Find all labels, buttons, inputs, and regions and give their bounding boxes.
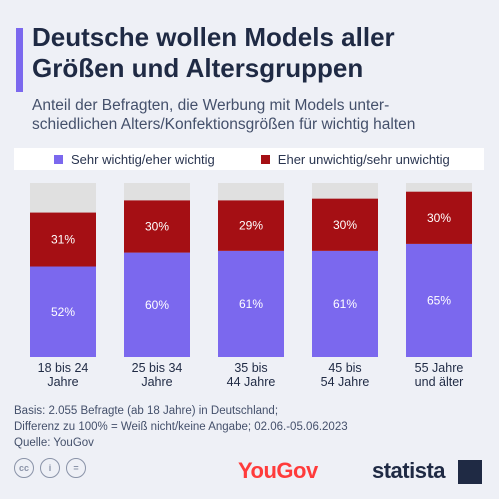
legend-item-unimportant: Eher unwichtig/sehr unwichtig xyxy=(260,151,450,167)
data-label-important-1: 60% xyxy=(145,298,169,312)
category-label-2-line-0: 35 bis xyxy=(234,361,267,375)
bar-unimportant-1 xyxy=(124,200,190,253)
data-label-unimportant-4: 30% xyxy=(427,211,451,225)
cc-icon: cc xyxy=(14,458,34,478)
source-note-basis: Basis: 2.055 Befragte (ab 18 Jahre) in D… xyxy=(14,405,279,417)
data-label-unimportant-1: 30% xyxy=(145,220,169,234)
category-label-3-line-0: 45 bis xyxy=(328,361,361,375)
bar-important-1 xyxy=(124,252,190,357)
category-label-4-line-0: 55 Jahre xyxy=(415,361,464,375)
chart-subtitle-line-2: schiedlichen Alters/Konfektionsgrößen fü… xyxy=(32,116,416,133)
statista-logo: statista xyxy=(372,458,446,483)
category-label-0-line-0: 18 bis 24 xyxy=(38,361,89,375)
bar-important-3 xyxy=(312,250,378,357)
legend-swatch-unimportant xyxy=(260,154,270,164)
bar-important-4 xyxy=(406,243,472,357)
source-note-source: Quelle: YouGov xyxy=(14,437,94,449)
data-label-important-4: 65% xyxy=(427,293,451,307)
bar-important-0 xyxy=(30,266,96,357)
data-label-unimportant-2: 29% xyxy=(239,219,263,233)
yougov-logo: YouGov xyxy=(238,458,318,483)
source-note-difference: Differenz zu 100% = Weiß nicht/keine Ang… xyxy=(14,421,348,433)
chart-title: Deutsche wollen Models aller Größen und … xyxy=(32,22,482,84)
category-label-2-line-1: 44 Jahre xyxy=(227,375,276,389)
statista-mark-icon xyxy=(458,460,482,484)
person-icon: i xyxy=(40,458,60,478)
chart-subtitle: Anteil der Befragten, die Werbung mit Mo… xyxy=(32,96,482,134)
bar-unimportant-2 xyxy=(218,200,284,251)
chart-title-line-1: Deutsche wollen Models aller xyxy=(32,22,395,52)
category-label-1-line-0: 25 bis 34 xyxy=(132,361,183,375)
category-label-4-line-1: und älter xyxy=(415,375,464,389)
data-label-important-3: 61% xyxy=(333,297,357,311)
legend-label-unimportant: Eher unwichtig/sehr unwichtig xyxy=(277,151,450,167)
chart-subtitle-line-1: Anteil der Befragten, die Werbung mit Mo… xyxy=(32,97,390,114)
chart-legend: Sehr wichtig/eher wichtig Eher unwichtig… xyxy=(14,148,484,170)
equals-icon: = xyxy=(66,458,86,478)
category-label-3-line-1: 54 Jahre xyxy=(321,375,370,389)
bar-unimportant-3 xyxy=(312,198,378,251)
data-label-important-2: 61% xyxy=(239,297,263,311)
chart-title-line-2: Größen und Altersgruppen xyxy=(32,53,364,83)
bar-important-2 xyxy=(218,250,284,357)
legend-item-important: Sehr wichtig/eher wichtig xyxy=(54,152,215,167)
data-label-unimportant-3: 30% xyxy=(333,218,357,232)
category-label-0-line-1: Jahre xyxy=(47,375,78,389)
license-icons: cc i = xyxy=(14,458,92,478)
data-label-unimportant-0: 31% xyxy=(51,233,75,247)
title-accent-bar xyxy=(16,28,23,92)
category-label-1-line-1: Jahre xyxy=(141,375,172,389)
data-label-important-0: 52% xyxy=(51,305,75,319)
bar-unimportant-0 xyxy=(30,212,96,267)
legend-label-important: Sehr wichtig/eher wichtig xyxy=(71,151,215,167)
source-note: Basis: 2.055 Befragte (ab 18 Jahre) in D… xyxy=(14,403,474,451)
bar-unimportant-4 xyxy=(406,191,472,244)
legend-swatch-important xyxy=(54,154,63,164)
